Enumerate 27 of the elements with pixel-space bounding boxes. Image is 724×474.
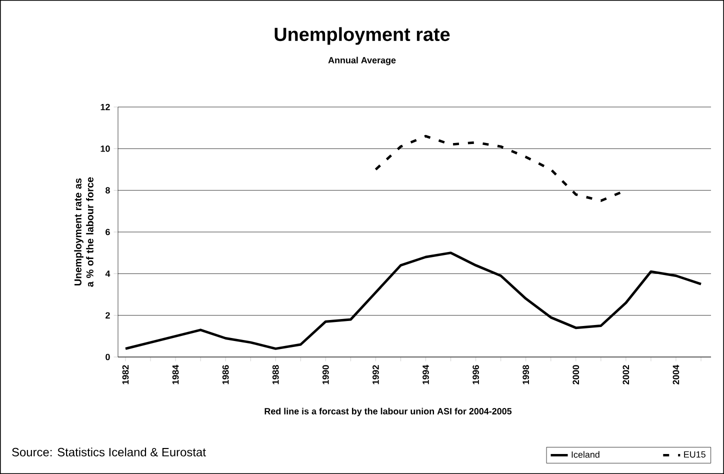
y-tick-label: 10 (100, 145, 110, 152)
x-tick-label: 1996 (472, 365, 479, 384)
x-tick-label: 1988 (272, 365, 279, 384)
x-tick-label: 2002 (622, 365, 630, 384)
text: Red line is a forcast by the labour union ASI for 2004-2005 (264, 408, 512, 416)
y-tick-label: 2 (106, 312, 110, 318)
y-axis-title: Unemployment rate as a % of the labour force (74, 177, 94, 287)
x-tick-label: 1992 (372, 365, 379, 384)
x-tick-label: 1984 (172, 364, 179, 384)
legend-label: EU15 (684, 451, 706, 458)
x-tick-label: 1990 (322, 365, 329, 384)
x-tick-label: 2004 (672, 364, 680, 384)
y-tick-label: 6 (106, 228, 110, 236)
x-tick-label: 2000 (572, 365, 580, 384)
chart-subtitle: Annual Average (328, 56, 396, 66)
x-tick-label: 1998 (522, 365, 530, 384)
legend-label: Iceland (572, 451, 600, 458)
source-note: Source: Statistics Iceland & Eurostat (12, 448, 206, 456)
y-tick-label: 4 (105, 270, 110, 277)
x-tick-label: 1994 (422, 364, 429, 384)
y-tick-label: 12 (100, 104, 110, 110)
line-series (124, 252, 702, 350)
chart-title: Unemployment rate (274, 27, 450, 45)
x-tick-label: 1982 (122, 365, 129, 384)
y-tick-label: 0 (106, 354, 110, 360)
y-tick-label: 8 (106, 187, 110, 194)
x-tick-label: 1986 (222, 365, 229, 384)
